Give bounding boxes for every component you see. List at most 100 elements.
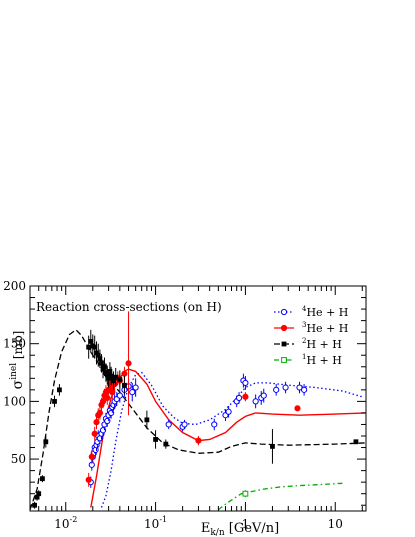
data-point-marker bbox=[40, 476, 45, 482]
x-tick-label-base: 10 bbox=[54, 517, 69, 531]
data-point-marker bbox=[108, 409, 115, 417]
x-tick-label-exp: -2 bbox=[69, 515, 77, 524]
data-point-marker bbox=[280, 308, 288, 316]
data-point-marker bbox=[242, 490, 249, 497]
x-axis-label-unit: [GeV/n] bbox=[225, 521, 280, 536]
data-point-marker bbox=[86, 344, 92, 350]
data-point-marker bbox=[43, 439, 49, 445]
legend-label-sup: 1 bbox=[302, 353, 306, 361]
data-point-marker bbox=[129, 389, 136, 396]
series-curve-2 bbox=[30, 328, 366, 511]
data-point-marker bbox=[97, 356, 103, 362]
data-point-marker bbox=[181, 421, 188, 428]
x-tick-label-exp: -1 bbox=[159, 515, 167, 524]
data-point-marker bbox=[235, 394, 243, 402]
x-axis-label-sub: k/n bbox=[210, 528, 224, 537]
data-point-marker bbox=[281, 357, 287, 363]
y-axis-label-sup: inel bbox=[9, 363, 19, 380]
data-point-marker bbox=[273, 386, 280, 393]
x-tick-label-base: 10 bbox=[144, 517, 159, 531]
series-curve-1 bbox=[217, 482, 343, 511]
legend-label: 1H + H bbox=[302, 353, 342, 367]
x-tick-label: 10 bbox=[328, 517, 343, 531]
data-point-marker bbox=[163, 441, 169, 447]
data-point-marker bbox=[106, 375, 112, 381]
data-point-marker bbox=[91, 430, 98, 437]
data-point-marker bbox=[57, 387, 62, 393]
data-point-marker bbox=[125, 360, 132, 367]
x-tick-label-base: 10 bbox=[328, 517, 343, 531]
y-axis-label-symbol: σ bbox=[10, 379, 26, 389]
data-point-marker bbox=[52, 398, 57, 404]
data-point-marker bbox=[282, 384, 289, 391]
data-point-marker bbox=[153, 437, 158, 442]
series-curve-3 bbox=[90, 368, 366, 508]
legend-label-sup: 4 bbox=[302, 305, 307, 313]
y-tick-label: 50 bbox=[11, 452, 26, 466]
data-point-marker bbox=[117, 377, 123, 382]
legend-label: 2H + H bbox=[302, 337, 342, 351]
data-point-marker bbox=[294, 405, 301, 412]
data-point-marker bbox=[85, 476, 92, 483]
data-point-marker bbox=[92, 344, 98, 350]
y-tick-label: 200 bbox=[3, 279, 26, 293]
data-point-marker bbox=[104, 372, 110, 378]
data-point-marker bbox=[36, 491, 42, 497]
legend-label-text: H + H bbox=[306, 354, 341, 367]
data-point-marker bbox=[102, 364, 107, 370]
data-point-marker bbox=[88, 338, 94, 344]
y-axis-label: σinel [mb] bbox=[9, 331, 26, 390]
data-point-marker bbox=[300, 386, 308, 393]
legend-label: 3He + H bbox=[302, 321, 348, 335]
legend-label-text: He + H bbox=[306, 306, 348, 319]
y-axis-label-unit: [mb] bbox=[11, 331, 25, 363]
data-point-marker bbox=[111, 378, 116, 384]
series-curve-4 bbox=[100, 371, 363, 508]
data-point-marker bbox=[122, 382, 127, 388]
data-point-marker bbox=[88, 453, 95, 460]
legend-label-text: He + H bbox=[306, 322, 348, 335]
data-point-marker bbox=[281, 341, 287, 347]
model-curves bbox=[30, 328, 366, 511]
data-markers bbox=[32, 311, 359, 509]
data-point-marker bbox=[280, 324, 288, 332]
x-tick-label: 1 bbox=[242, 517, 250, 531]
data-point-marker bbox=[116, 392, 123, 399]
data-point-marker bbox=[34, 494, 40, 500]
legend-label: 4He + H bbox=[302, 305, 348, 319]
x-tick-label: 10-1 bbox=[144, 515, 167, 531]
data-point-marker bbox=[242, 393, 249, 400]
data-point-marker bbox=[107, 368, 113, 374]
data-point-marker bbox=[113, 374, 119, 380]
data-point-marker bbox=[108, 373, 114, 379]
x-axis-label-symbol: E bbox=[201, 521, 211, 536]
data-point-marker bbox=[353, 439, 359, 445]
data-point-marker bbox=[195, 437, 202, 444]
x-axis-label: Ek/n [GeV/n] bbox=[201, 521, 279, 537]
y-tick-label: 150 bbox=[3, 337, 26, 351]
data-point-marker bbox=[225, 408, 232, 415]
data-point-marker bbox=[121, 370, 128, 377]
x-tick-label: 10-2 bbox=[54, 515, 77, 531]
data-point-marker bbox=[99, 360, 104, 366]
data-point-marker bbox=[242, 379, 249, 387]
data-point-marker bbox=[260, 392, 267, 399]
chart-annotation: Reaction cross-sections (on H) bbox=[36, 300, 222, 314]
y-tick-label: 100 bbox=[3, 394, 26, 408]
legend-label-sup: 2 bbox=[302, 337, 306, 345]
data-point-marker bbox=[109, 389, 116, 396]
data-point-marker bbox=[144, 417, 150, 423]
data-point-marker bbox=[165, 421, 172, 428]
data-point-marker bbox=[270, 443, 275, 449]
data-point-marker bbox=[252, 398, 259, 405]
data-point-marker bbox=[95, 352, 101, 358]
data-point-marker bbox=[211, 421, 218, 428]
legend-label-text: H + H bbox=[306, 338, 341, 351]
legend-label-sup: 3 bbox=[302, 321, 306, 329]
plot-frame bbox=[29, 285, 367, 512]
x-tick-label-base: 1 bbox=[242, 517, 250, 531]
data-point-marker bbox=[132, 384, 139, 391]
